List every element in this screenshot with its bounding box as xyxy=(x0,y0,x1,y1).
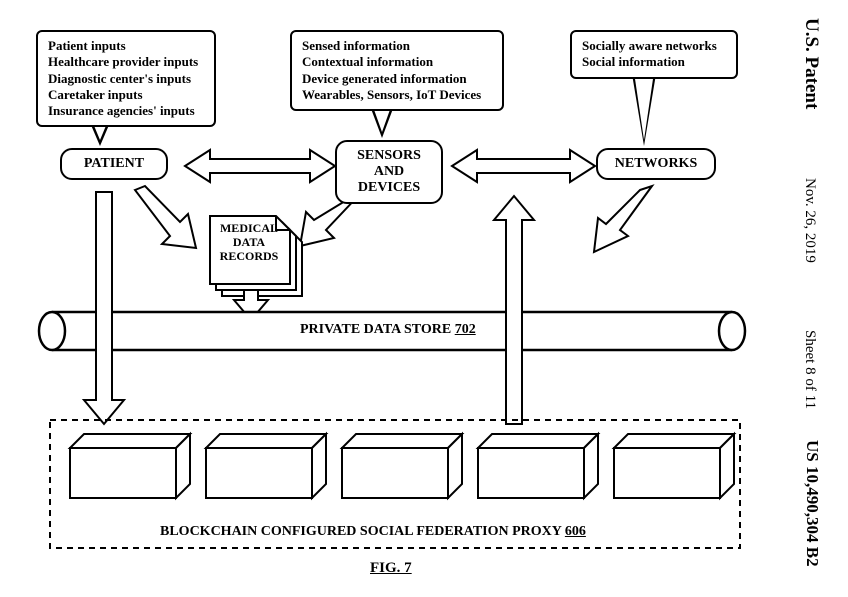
callout-sensors-line: Wearables, Sensors, IoT Devices xyxy=(302,87,492,103)
entity-networks-label: NETWORKS xyxy=(615,156,697,171)
proxy-block-1 xyxy=(70,434,190,498)
margin-patent-header: U.S. Patent xyxy=(800,18,822,109)
proxy-blocks xyxy=(70,434,734,498)
entity-sensors-label: SENSORS AND DEVICES xyxy=(357,148,421,195)
callout-patient-line: Diagnostic center's inputs xyxy=(48,71,204,87)
callout-patient-line: Healthcare provider inputs xyxy=(48,54,204,70)
proxy-block-5 xyxy=(614,434,734,498)
proxy-label: BLOCKCHAIN CONFIGURED SOCIAL FEDERATION … xyxy=(160,524,586,540)
proxy-label-text: BLOCKCHAIN CONFIGURED SOCIAL FEDERATION … xyxy=(160,524,561,539)
arrow-sensors-networks xyxy=(452,150,595,182)
callout-networks-line: Socially aware networks xyxy=(582,38,726,54)
entity-sensors: SENSORS AND DEVICES xyxy=(335,140,443,204)
arrow-patient-sensors xyxy=(185,150,335,182)
arrow-patient-to-proxy xyxy=(84,192,124,424)
callout-tail-networks-inner xyxy=(634,72,654,140)
callout-sensors-line: Sensed information xyxy=(302,38,492,54)
callout-patient-line: Insurance agencies' inputs xyxy=(48,103,204,119)
medical-records-label: MEDICAL DATA RECORDS xyxy=(214,222,284,263)
proxy-label-num: 606 xyxy=(565,524,586,539)
page-root: Patient inputs Healthcare provider input… xyxy=(0,0,848,597)
callout-sensors-line: Device generated information xyxy=(302,71,492,87)
figure-label: FIG. 7 xyxy=(370,560,412,577)
proxy-block-3 xyxy=(342,434,462,498)
margin-date: Nov. 26, 2019 xyxy=(801,178,818,263)
callout-networks-line: Social information xyxy=(582,54,726,70)
medical-records-text: MEDICAL DATA RECORDS xyxy=(220,221,279,263)
callout-patient-line: Caretaker inputs xyxy=(48,87,204,103)
proxy-block-4 xyxy=(478,434,598,498)
callout-sensors: Sensed information Contextual informatio… xyxy=(290,30,504,111)
entity-patient-label: PATIENT xyxy=(84,156,144,171)
callout-networks: Socially aware networks Social informati… xyxy=(570,30,738,79)
entity-networks: NETWORKS xyxy=(596,148,716,180)
arrow-patient-to-medrec xyxy=(135,186,196,248)
pipe-label-num: 702 xyxy=(455,322,476,337)
callout-patient-line: Patient inputs xyxy=(48,38,204,54)
pipe-label: PRIVATE DATA STORE 702 xyxy=(300,322,476,338)
right-margin: U.S. Patent Nov. 26, 2019 Sheet 8 of 11 … xyxy=(778,0,842,597)
callout-sensors-line: Contextual information xyxy=(302,54,492,70)
figure-label-text: FIG. 7 xyxy=(370,560,412,576)
arrow-proxy-to-networks xyxy=(494,196,534,424)
callout-patient: Patient inputs Healthcare provider input… xyxy=(36,30,216,127)
margin-sheet: Sheet 8 of 11 xyxy=(801,330,818,409)
pipe-label-text: PRIVATE DATA STORE xyxy=(300,322,451,337)
entity-patient: PATIENT xyxy=(60,148,168,180)
margin-docnum: US 10,490,304 B2 xyxy=(802,440,822,567)
arrow-networks-to-pipe xyxy=(594,186,652,252)
proxy-block-2 xyxy=(206,434,326,498)
